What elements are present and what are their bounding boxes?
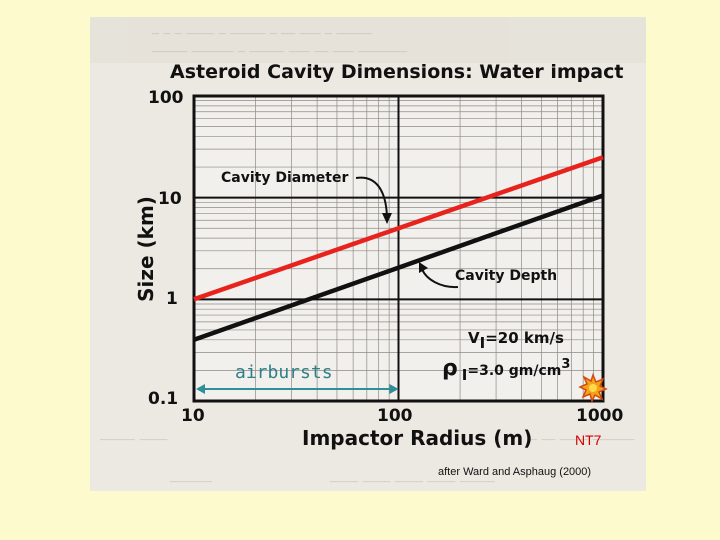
y-tick-label: 10 [158, 189, 182, 209]
y-axis-label: Size (km) [134, 196, 158, 302]
density-superscript: 3 [561, 357, 570, 372]
velocity-subscript: I [480, 334, 486, 352]
cavity-depth-arrow [421, 268, 459, 289]
chart-image: _ _ _ ____ _ _____ _ __ ___ _ _____ ____… [90, 17, 646, 491]
plot-area [192, 94, 605, 403]
svg-text:____ ____ ____ ____ _____: ____ ____ ____ ____ _____ [330, 467, 495, 483]
plot-frame [192, 94, 605, 403]
airburst-arrowhead-right [389, 384, 399, 394]
cavity-diameter-label: Cavity Diameter [221, 170, 348, 186]
velocity-parameter: VI=20 km/s [468, 329, 564, 352]
cavity-diameter-arrow [355, 176, 388, 218]
chart-title: Asteroid Cavity Dimensions: Water impact [170, 61, 623, 83]
series-layer [193, 155, 604, 342]
svg-text:_____ ____: _____ ____ [100, 425, 167, 441]
y-tick-label: 100 [148, 88, 184, 108]
cavity-depth-line [193, 193, 604, 342]
cavity-diameter-line [193, 155, 604, 302]
cavity-diameter-arrowhead [382, 213, 392, 224]
cavity-depth-arrowhead [419, 262, 428, 273]
velocity-value: =20 km/s [485, 329, 564, 347]
chart-svg: _ _ _ ____ _ _____ _ __ ___ _ _____ ____… [90, 17, 646, 483]
velocity-symbol: V [468, 329, 480, 347]
y-tick-label: 1 [166, 289, 178, 309]
svg-text:_____ ______ _ _____ ___ __ __: _____ ______ _ _____ ___ __ ___ _______ [152, 37, 407, 53]
x-tick-label: 1000 [576, 406, 623, 426]
airbursts-label: airbursts [235, 362, 333, 383]
cavity-depth-label: Cavity Depth [455, 268, 557, 284]
svg-text:______: ______ [170, 467, 212, 483]
svg-text:_ _ _ ____ _ _____ _ __ ___ _: _ _ _ ____ _ _____ _ __ ___ _ _____ [152, 19, 372, 35]
x-tick-label: 10 [181, 406, 205, 426]
density-subscript: I [462, 366, 468, 384]
airburst-arrowhead-left [196, 384, 205, 394]
svg-text:ρI=3.0 gm/cm3: ρ I=3.0 gm/cm3 [442, 356, 570, 384]
svg-text:_ __ ____ ______: _ __ ____ ______ [530, 425, 634, 441]
y-tick-label: 0.1 [148, 389, 178, 409]
density-parameter: ρ I=3.0 gm/cm3 [442, 356, 570, 384]
svg-text:VI=20 km/s: VI=20 km/s [468, 329, 564, 352]
airburst-range: airbursts [196, 362, 399, 394]
density-value: =3.0 gm/cm [467, 363, 561, 379]
x-tick-label: 100 [377, 406, 413, 426]
x-axis-label: Impactor Radius (m) [302, 426, 532, 450]
density-symbol: ρ [442, 356, 458, 381]
